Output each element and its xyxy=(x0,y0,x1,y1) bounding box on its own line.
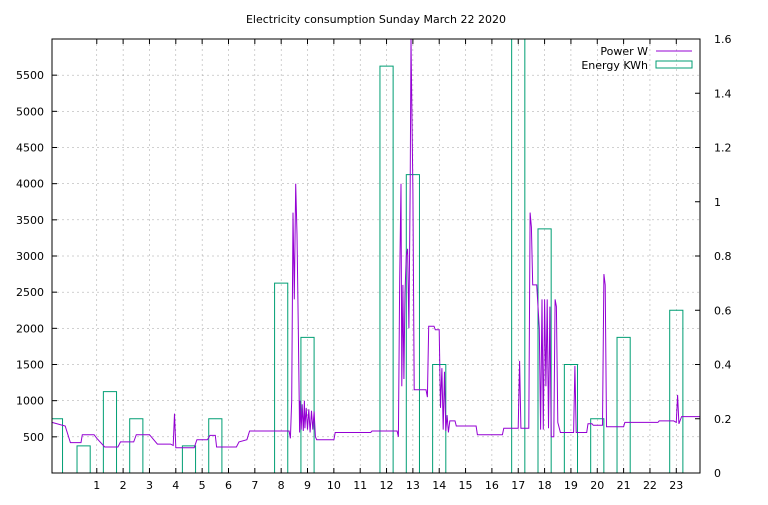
legend: Power W Energy KWh xyxy=(581,45,693,72)
y2-tick-label: 1 xyxy=(714,196,721,209)
legend-label-power: Power W xyxy=(600,45,648,58)
power-line xyxy=(51,38,700,449)
y2-tick-label: 0.8 xyxy=(714,250,732,263)
x-tick-label: 7 xyxy=(251,479,258,492)
x-tick-label: 9 xyxy=(304,479,311,492)
x-tick-label: 23 xyxy=(669,479,683,492)
y-tick-label: 2500 xyxy=(16,286,44,299)
legend-label-energy: Energy KWh xyxy=(581,59,648,72)
x-tick-label: 19 xyxy=(564,479,578,492)
y2-tick-label: 0 xyxy=(714,467,721,480)
x-tick-label: 17 xyxy=(511,479,525,492)
x-tick-label: 4 xyxy=(172,479,179,492)
chart-title: Electricity consumption Sunday March 22 … xyxy=(246,13,506,26)
y-tick-label: 1500 xyxy=(16,359,44,372)
y-tick-label: 500 xyxy=(23,431,44,444)
x-tick-label: 16 xyxy=(485,479,499,492)
y-tick-label: 5500 xyxy=(16,69,44,82)
y-tick-label: 1000 xyxy=(16,395,44,408)
x-tick-label: 12 xyxy=(380,479,394,492)
x-tick-label: 1 xyxy=(93,479,100,492)
y-tick-label: 3500 xyxy=(16,214,44,227)
y2-tick-label: 1.4 xyxy=(714,87,732,100)
x-tick-label: 3 xyxy=(146,479,153,492)
y2-tick-label: 0.2 xyxy=(714,413,732,426)
y-tick-label: 4500 xyxy=(16,142,44,155)
x-tick-label: 15 xyxy=(459,479,473,492)
x-tick-label: 14 xyxy=(432,479,446,492)
x-tick-label: 2 xyxy=(120,479,127,492)
legend-box-energy xyxy=(655,60,693,69)
x-tick-label: 6 xyxy=(225,479,232,492)
x-tick-label: 18 xyxy=(538,479,552,492)
y2-tick-label: 0.6 xyxy=(714,304,732,317)
x-tick-label: 8 xyxy=(278,479,285,492)
power-line-layer xyxy=(51,38,700,449)
y-tick-label: 2000 xyxy=(16,322,44,335)
x-tick-label: 21 xyxy=(617,479,631,492)
y2-tick-label: 1.6 xyxy=(714,33,732,46)
x-tick-label: 20 xyxy=(590,479,604,492)
y2-tick-label: 0.4 xyxy=(714,359,732,372)
axes-layer: 1 2 3 4 5 6 7 8 9 10 11 12 13 14 15 16 17 18 19 20 21 22 23500… xyxy=(16,33,732,492)
y-tick-label: 5000 xyxy=(16,105,44,118)
y2-tick-label: 1.2 xyxy=(714,142,732,155)
x-tick-label: 13 xyxy=(406,479,420,492)
x-tick-label: 10 xyxy=(327,479,341,492)
x-tick-label: 22 xyxy=(643,479,657,492)
y-tick-label: 4000 xyxy=(16,178,44,191)
y-tick-label: 3000 xyxy=(16,250,44,263)
x-tick-label: 5 xyxy=(199,479,206,492)
x-tick-label: 11 xyxy=(353,479,367,492)
